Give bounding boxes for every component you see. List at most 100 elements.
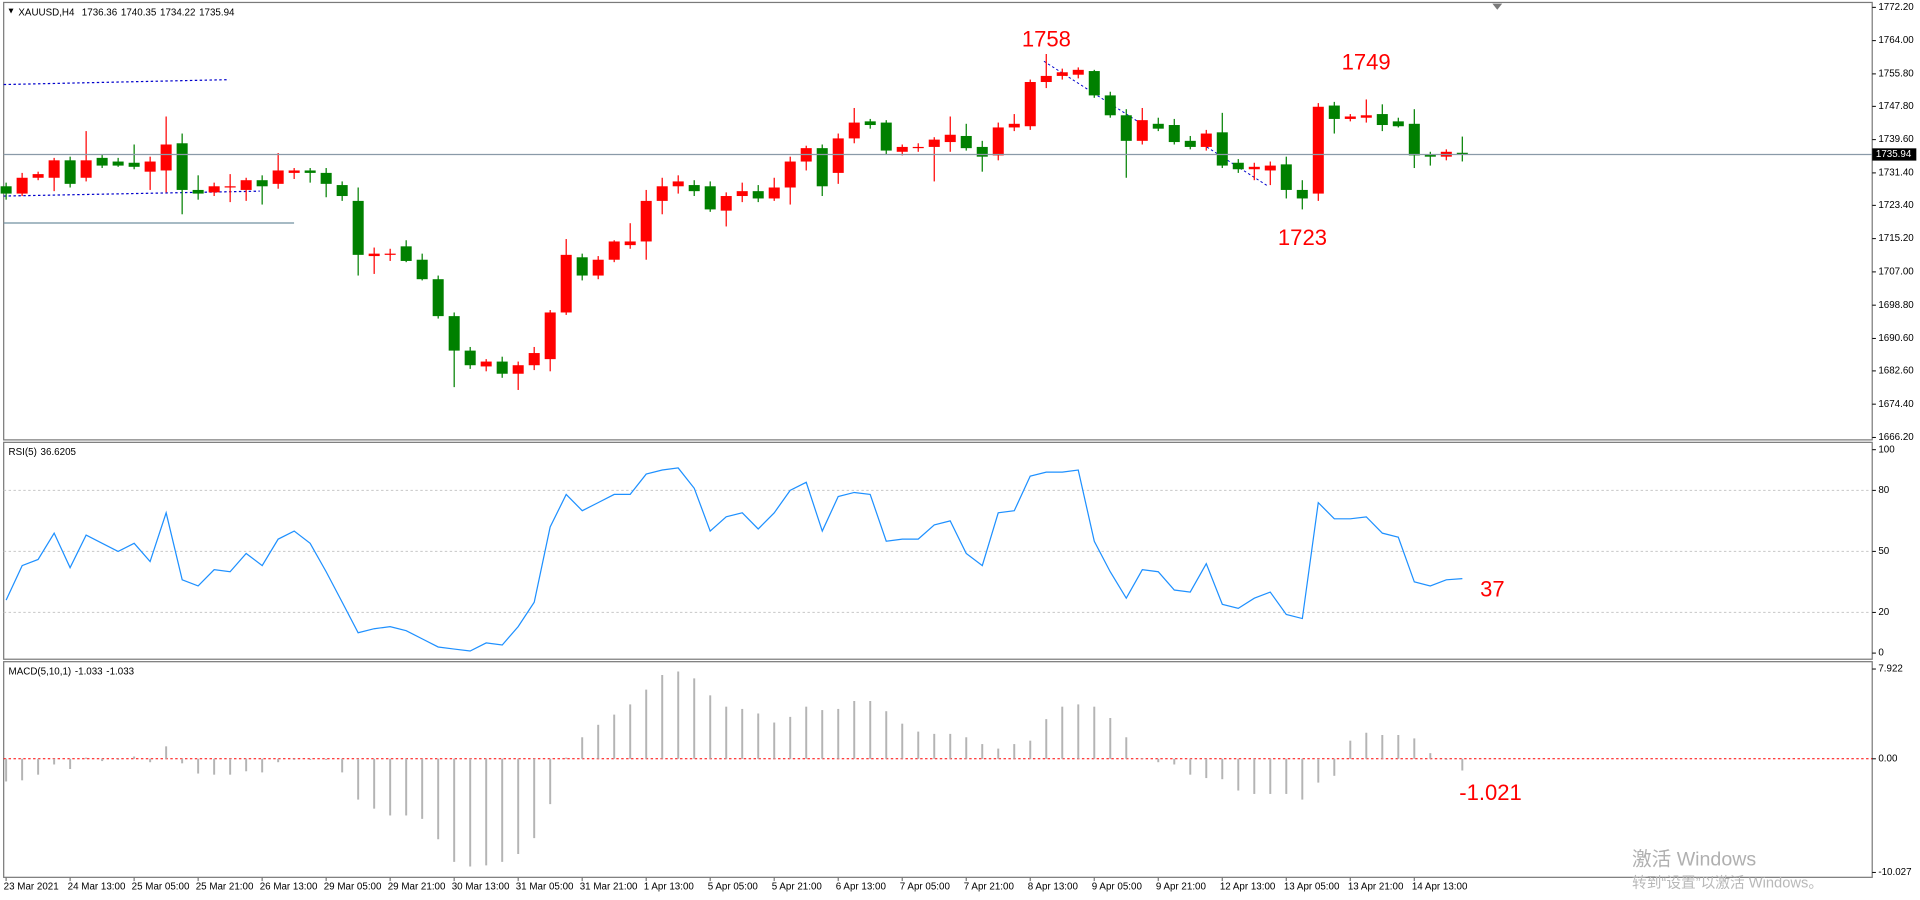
watermark-title: 激活 Windows	[1632, 848, 1756, 870]
annotation: 1749	[1342, 50, 1391, 75]
channel-line	[3, 79, 230, 86]
candle-body	[784, 161, 796, 188]
candle-body	[400, 246, 412, 261]
y-tick-label: 1690.60	[1878, 333, 1914, 344]
candle-body	[1200, 133, 1212, 147]
candle-body	[848, 122, 860, 139]
candle-body	[608, 241, 620, 260]
candle-body	[1232, 162, 1244, 170]
candle-body	[544, 312, 556, 360]
candle-body	[1312, 106, 1324, 194]
y-tick-label: 1731.40	[1878, 167, 1914, 178]
candle-body	[912, 146, 924, 149]
candle-body	[1408, 123, 1420, 156]
x-tick-label: 24 Mar 13:00	[68, 882, 126, 893]
x-tick-label: 29 Mar 05:00	[324, 882, 382, 893]
candle-body	[736, 191, 748, 197]
x-tick-label: 7 Apr 21:00	[964, 882, 1015, 893]
candle-body	[352, 200, 364, 255]
title-high: 1740.35	[121, 7, 157, 18]
title-close: 1735.94	[199, 7, 235, 18]
y-tick-label: 1739.60	[1878, 134, 1914, 145]
candle-body	[432, 279, 444, 317]
candle-body	[464, 350, 476, 366]
annotation: -1.021	[1459, 780, 1522, 805]
rsi-panel-frame	[3, 441, 1873, 660]
x-tick-label: 30 Mar 13:00	[452, 882, 510, 893]
candle-body	[704, 186, 716, 210]
candle-body	[976, 146, 988, 157]
y-tick-label: 0.00	[1878, 753, 1898, 764]
x-tick-label: 9 Apr 05:00	[1092, 882, 1143, 893]
candle-body	[384, 253, 396, 255]
candle-body	[1168, 125, 1180, 143]
y-tick-label: 20	[1878, 607, 1889, 618]
candle-body	[960, 135, 972, 149]
x-tick-label: 31 Mar 21:00	[580, 882, 638, 893]
candle-body	[128, 162, 140, 167]
y-tick-label: 1715.20	[1878, 233, 1914, 244]
candle-body	[304, 170, 316, 173]
candle-body	[592, 259, 604, 276]
macd-signal: -1.033	[106, 666, 134, 677]
x-tick-label: 8 Apr 13:00	[1028, 882, 1079, 893]
candle-body	[208, 186, 220, 193]
candle-body	[64, 160, 76, 184]
candle-body	[1008, 123, 1020, 128]
watermark-subtitle: 转到“设置”以激活 Windows。	[1632, 874, 1823, 891]
candle-body	[688, 185, 700, 192]
y-tick-label: 1747.80	[1878, 101, 1914, 112]
candle-body	[672, 181, 684, 187]
x-tick-label: 6 Apr 13:00	[836, 882, 887, 893]
candle-body	[80, 160, 92, 178]
annotation: 1758	[1022, 26, 1071, 51]
candle-body	[48, 160, 60, 178]
macd-main: -1.033	[75, 666, 103, 677]
y-tick-label: 1772.20	[1878, 2, 1914, 13]
candle-body	[1296, 189, 1308, 199]
macd-name: MACD(5,10,1)	[9, 666, 72, 677]
x-tick-label: 13 Apr 05:00	[1284, 882, 1340, 893]
title-marker	[8, 8, 14, 14]
candle-body	[656, 186, 668, 201]
candle-body	[624, 241, 636, 246]
candle-body	[1248, 166, 1260, 170]
candle-body	[1056, 72, 1068, 76]
candle-body	[1152, 123, 1164, 129]
candle-body	[256, 180, 268, 187]
candle-body	[16, 177, 28, 194]
zigzag-line	[1043, 60, 1140, 123]
candle-body	[528, 353, 540, 366]
x-tick-label: 31 Mar 05:00	[516, 882, 574, 893]
rsi-line	[5, 467, 1463, 652]
candle-body	[1264, 165, 1276, 171]
candle-body	[320, 172, 332, 184]
current-price-label: 1735.94	[1876, 149, 1912, 160]
candle-body	[816, 148, 828, 187]
title-low: 1734.22	[160, 7, 195, 18]
title-open: 1736.36	[82, 7, 118, 18]
rsi-current: 36.6205	[41, 447, 77, 458]
candle-body	[0, 186, 12, 194]
candle-body	[1216, 132, 1228, 166]
candle-body	[176, 143, 188, 190]
x-tick-label: 9 Apr 21:00	[1156, 882, 1207, 893]
candle-body	[832, 138, 844, 173]
candle-body	[1072, 69, 1084, 75]
y-tick-label: 1674.40	[1878, 399, 1914, 410]
candle-body	[1424, 154, 1436, 157]
candle-body	[112, 161, 124, 166]
candle-body	[240, 180, 252, 190]
x-tick-label: 26 Mar 13:00	[260, 882, 318, 893]
y-tick-label: 1682.60	[1878, 365, 1914, 376]
candle-body	[144, 161, 156, 172]
x-tick-label: 5 Apr 21:00	[772, 882, 823, 893]
candle-body	[368, 253, 380, 257]
candle-body	[160, 144, 172, 171]
candle-body	[752, 191, 764, 199]
price-panel-frame	[3, 1, 1873, 441]
candle-body	[720, 196, 732, 211]
y-tick-label: 1755.80	[1878, 68, 1914, 79]
